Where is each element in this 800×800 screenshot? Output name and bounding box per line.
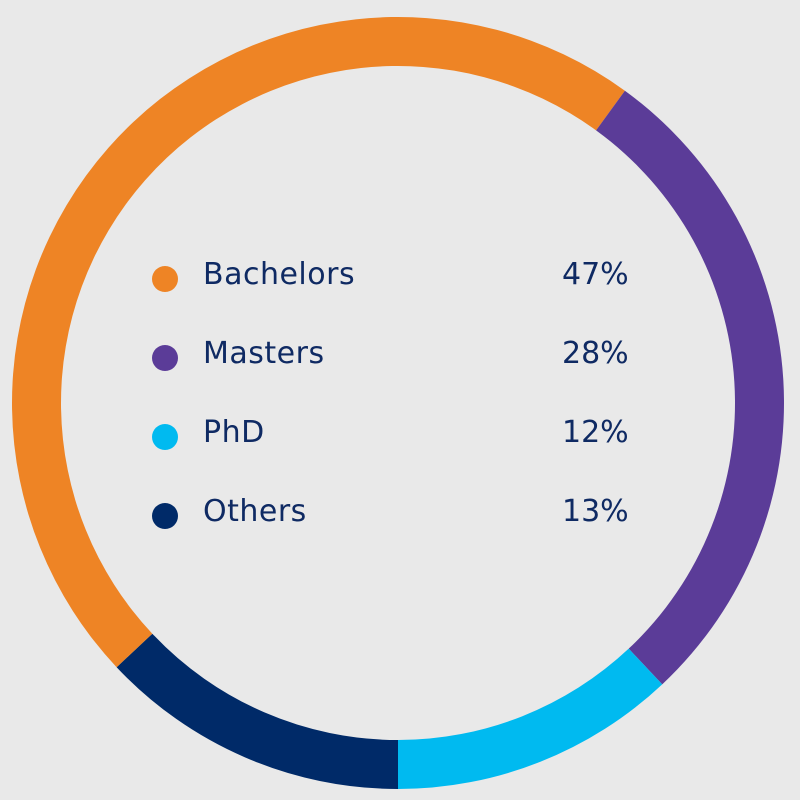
legend-item-bachelors: Bachelors 47% bbox=[150, 250, 640, 329]
donut-segment-masters bbox=[596, 90, 784, 685]
legend-item-masters: Masters 28% bbox=[150, 329, 640, 408]
donut-segment-bachelors bbox=[12, 17, 625, 668]
legend-swatch-masters bbox=[152, 345, 178, 371]
legend-swatch-bachelors bbox=[152, 266, 178, 292]
legend: Bachelors 47% Masters 28% PhD 12% Others… bbox=[150, 250, 640, 566]
legend-item-phd: PhD 12% bbox=[150, 408, 640, 487]
legend-label-masters: Masters bbox=[203, 336, 325, 371]
legend-swatch-others bbox=[152, 503, 178, 529]
legend-swatch-phd bbox=[152, 424, 178, 450]
legend-value-bachelors: 47% bbox=[562, 257, 629, 292]
legend-value-others: 13% bbox=[562, 494, 629, 529]
legend-item-others: Others 13% bbox=[150, 487, 640, 566]
legend-value-masters: 28% bbox=[562, 336, 629, 371]
donut-segment-phd bbox=[398, 648, 663, 789]
legend-value-phd: 12% bbox=[562, 415, 629, 450]
legend-label-phd: PhD bbox=[203, 415, 265, 450]
legend-label-others: Others bbox=[203, 494, 307, 529]
legend-label-bachelors: Bachelors bbox=[203, 257, 356, 292]
donut-segment-others bbox=[116, 633, 399, 789]
